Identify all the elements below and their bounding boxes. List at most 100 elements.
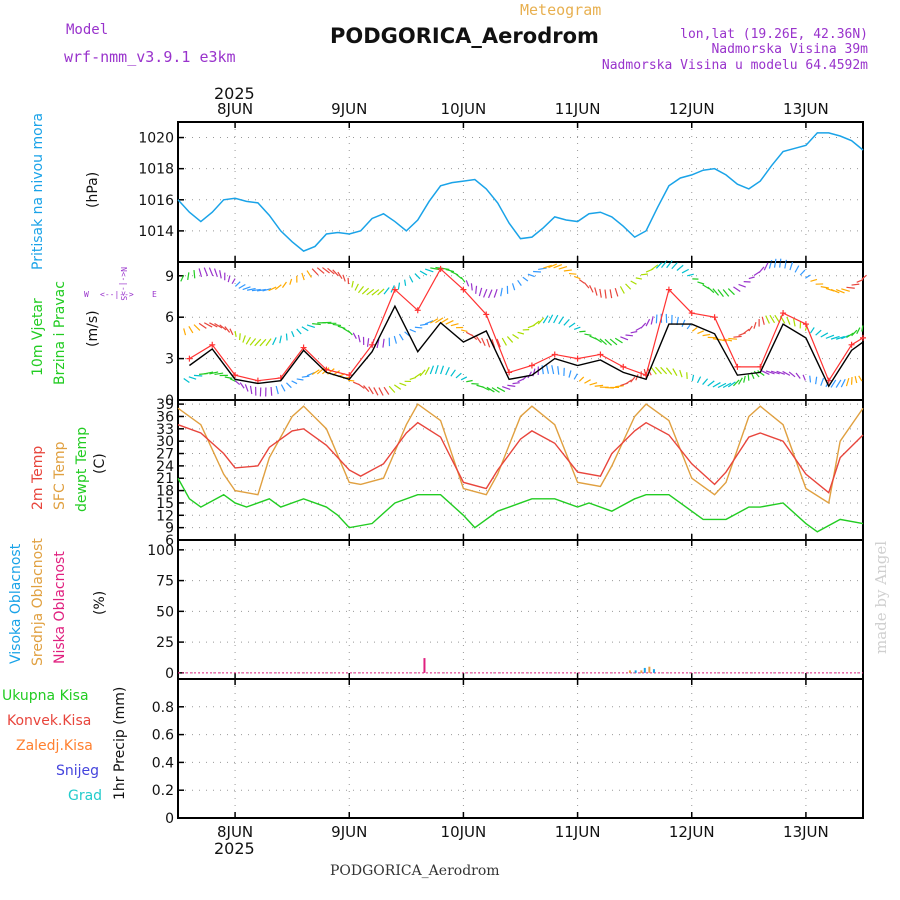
legend-total: Ukupna Kisa xyxy=(2,688,89,704)
gust-marker xyxy=(551,351,558,358)
wind-barb xyxy=(394,384,402,390)
precip-unit: 1hr Precip (mm) xyxy=(112,687,128,800)
wind-barb xyxy=(578,376,585,382)
wind-barb xyxy=(547,314,554,324)
wind-barb xyxy=(671,261,678,270)
wind-barb xyxy=(589,285,594,293)
wind-barb xyxy=(291,380,298,385)
wind-barb xyxy=(830,335,840,340)
elevation: Nadmorska Visina 39m xyxy=(711,42,868,57)
wind-barb xyxy=(465,331,473,336)
wind-barb xyxy=(615,385,624,388)
wind-barb xyxy=(470,283,473,291)
wind-barb xyxy=(650,264,659,271)
wind-barb xyxy=(272,337,277,346)
wind-barb xyxy=(558,266,568,270)
svg-text:N<-|->S: N<-|->S xyxy=(119,267,128,301)
low-cloud-title: Niska Oblacnost xyxy=(52,551,68,664)
cloud-bar xyxy=(628,670,631,673)
wind-barb xyxy=(517,331,525,335)
wind-barb xyxy=(397,282,401,290)
wind-barb xyxy=(229,328,234,336)
wind-barb xyxy=(491,387,500,393)
wind-barb xyxy=(748,325,753,332)
ytick-label: 9 xyxy=(165,269,174,285)
wind-barb xyxy=(183,378,190,384)
wind-barb xyxy=(180,274,185,282)
wind-barb xyxy=(738,283,746,288)
wind-barb xyxy=(748,276,755,280)
wind-barb xyxy=(475,285,478,294)
model-elevation: Nadmorska Visina u modelu 64.4592m xyxy=(602,58,868,73)
wind-barb xyxy=(861,274,867,280)
gust-marker xyxy=(802,321,809,328)
wind-barb xyxy=(486,386,495,393)
wind-barb xyxy=(312,323,321,326)
wind-barb xyxy=(193,324,201,331)
wind-barb xyxy=(466,379,473,383)
top-day-label: 12JUN xyxy=(669,100,715,118)
wind-barb xyxy=(712,288,720,296)
wind-barb xyxy=(285,333,288,341)
wind-barb xyxy=(851,283,860,286)
wind-speed-line xyxy=(189,304,864,388)
wind-barb xyxy=(707,380,715,387)
gust-marker xyxy=(460,286,467,293)
wind-barb xyxy=(507,384,516,387)
ytick-label: 3 xyxy=(165,352,174,368)
wind-barb xyxy=(799,269,806,276)
wind-barb xyxy=(635,374,639,381)
ytick-label: 21 xyxy=(156,471,174,487)
wind-barb xyxy=(296,328,302,335)
wind-barb xyxy=(347,330,353,336)
top-day-label: 8JUN xyxy=(217,100,253,118)
wind-barb xyxy=(589,382,598,386)
wind-barb xyxy=(841,288,850,292)
wind-barb xyxy=(213,268,218,278)
wind-barb xyxy=(254,338,262,347)
wind-barb xyxy=(543,264,552,269)
legend-snow: Snijeg xyxy=(56,763,99,779)
wind-barb xyxy=(733,286,741,292)
gust-marker xyxy=(254,377,261,384)
wind-barb xyxy=(354,283,359,291)
wind-barb xyxy=(419,270,428,276)
dewpt-line xyxy=(177,477,864,533)
wind-barb xyxy=(445,320,454,325)
wind-barb xyxy=(377,288,385,296)
wind-barb xyxy=(378,387,384,396)
model-label: Model xyxy=(66,22,108,38)
wind-barb xyxy=(696,376,702,384)
wind-barb xyxy=(390,285,395,293)
wind-barb xyxy=(487,289,493,299)
wind-barb xyxy=(357,334,361,343)
bottom-day-label: 8JUN xyxy=(217,823,253,841)
panel-1: 0 3 6 9 xyxy=(165,258,867,409)
wind-barb xyxy=(275,385,279,395)
ytick-label: 6 xyxy=(165,310,174,326)
wind-barb xyxy=(460,329,468,332)
wind-barb xyxy=(732,379,740,387)
wind-barb xyxy=(727,288,735,296)
ytick-label: 1020 xyxy=(138,131,174,147)
wind-barb xyxy=(776,370,786,375)
wind-barb xyxy=(757,370,765,376)
gust-marker xyxy=(506,369,513,376)
bottom-day-label: 10JUN xyxy=(441,823,487,841)
wind-barb xyxy=(604,289,607,299)
wind-barb xyxy=(501,337,507,346)
wind-barb xyxy=(635,326,642,332)
wind-barb xyxy=(409,376,417,380)
bottom-day-label: 11JUN xyxy=(555,823,601,841)
ytick-label: 33 xyxy=(156,422,174,438)
wind-barb xyxy=(558,316,564,325)
gust-marker xyxy=(414,307,421,314)
wind-barb xyxy=(245,336,252,345)
wind-barb xyxy=(440,267,450,271)
wind-barb xyxy=(424,268,434,273)
wind-barb xyxy=(306,270,312,278)
wind-barb xyxy=(630,330,638,334)
wind-barb xyxy=(460,376,468,381)
wind-barb xyxy=(630,376,636,383)
